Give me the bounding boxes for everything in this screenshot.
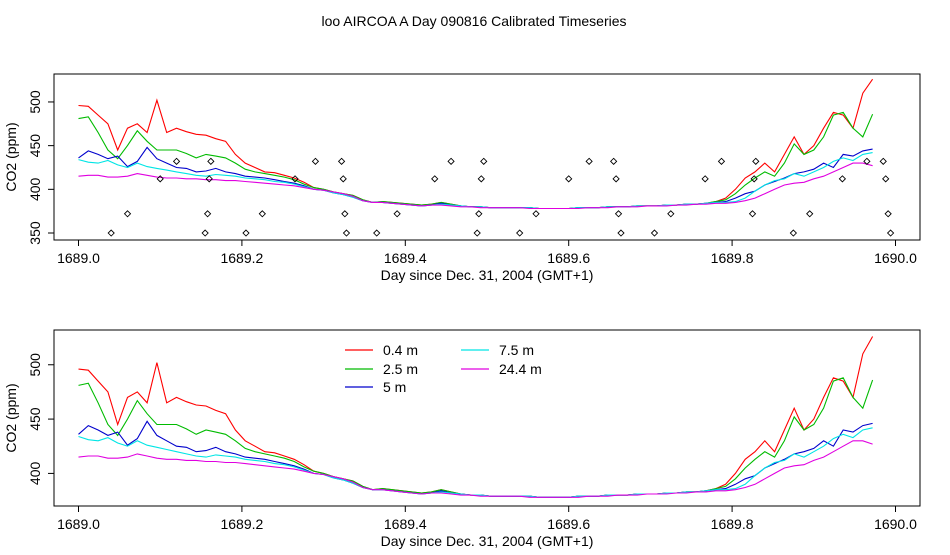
scatter-point <box>207 157 215 166</box>
scatter-point <box>156 175 164 183</box>
scatter-point <box>789 229 798 237</box>
scatter-point <box>475 210 483 218</box>
x-axis-label: Day since Dec. 31, 2004 (GMT+1) <box>381 267 594 283</box>
series-line-5 <box>78 162 873 210</box>
scatter-point <box>884 210 892 218</box>
scatter-point <box>752 157 760 166</box>
scatter-point <box>107 229 115 237</box>
scatter-point <box>447 157 455 166</box>
y-tick-label: 500 <box>27 353 43 377</box>
scatter-point <box>172 157 181 166</box>
x-tick-label: 1689.6 <box>547 516 590 532</box>
y-tick-label: 350 <box>27 221 43 245</box>
scatter-point <box>701 175 709 183</box>
x-tick-label: 1689.0 <box>57 250 100 266</box>
y-axis-label: CO2 (ppm) <box>3 122 19 191</box>
scatter-point <box>201 229 209 237</box>
x-tick-label: 1689.4 <box>384 516 427 532</box>
series-line-3 <box>78 146 873 210</box>
series-line-2 <box>78 377 874 498</box>
scatter-point <box>565 175 573 183</box>
scatter-point <box>750 175 758 183</box>
x-tick-label: 1689.4 <box>384 250 427 266</box>
scatter-point <box>585 157 593 166</box>
scatter-point <box>337 157 346 166</box>
scatter-point <box>516 229 524 237</box>
scatter-point <box>203 210 212 218</box>
scatter-point <box>617 229 625 237</box>
panel-bottom: 1689.0 1689.2 1689.4 1689.6 1689.8 1690.0 Day … <box>3 329 921 549</box>
y-tick-label: 400 <box>27 462 43 486</box>
scatter-point <box>532 210 540 218</box>
series-line-1 <box>78 336 874 498</box>
scatter-point <box>477 175 485 183</box>
scatter-point <box>473 229 481 237</box>
x-tick-label: 1690.0 <box>874 516 917 532</box>
scatter-point <box>339 175 347 183</box>
series-line-5 <box>78 440 873 498</box>
legend-label: 24.4 m <box>499 361 542 377</box>
scatter-point <box>431 175 439 183</box>
legend-label: 2.5 m <box>383 361 418 377</box>
scatter-point <box>838 175 847 183</box>
scatter-point <box>123 210 132 218</box>
panel-top: 1689.0 1689.2 1689.4 1689.6 1689.8 1690.0 Day … <box>3 73 921 283</box>
scatter-point <box>373 229 381 237</box>
scatter-point <box>311 157 320 166</box>
legend-label: 7.5 m <box>499 342 534 358</box>
series-line-3 <box>78 420 873 498</box>
y-tick-label: 500 <box>27 90 43 114</box>
legend-label: 0.4 m <box>383 342 418 358</box>
figure-title: loo AIRCOA A Day 090816 Calibrated Times… <box>321 13 626 29</box>
scatter-point <box>393 210 401 218</box>
scatter-point <box>879 157 887 166</box>
x-tick-label: 1689.6 <box>547 250 590 266</box>
scatter-point <box>886 229 895 237</box>
scatter-point <box>748 210 757 218</box>
plot-area <box>78 78 895 237</box>
scatter-point <box>614 210 623 218</box>
scatter-point <box>882 175 890 183</box>
plot-area <box>78 336 874 498</box>
scatter-point <box>806 210 814 218</box>
scatter-point <box>650 229 659 237</box>
scatter-point <box>341 210 349 218</box>
scatter-point <box>205 175 213 183</box>
scatter-point <box>291 175 299 183</box>
plot-frame <box>53 73 921 241</box>
scatter-point <box>480 157 488 166</box>
x-tick-label: 1689.0 <box>57 516 100 532</box>
series-line-4 <box>78 427 873 498</box>
y-tick-label: 450 <box>27 134 43 158</box>
x-tick-label: 1689.2 <box>220 250 263 266</box>
y-tick-label: 450 <box>27 407 43 431</box>
plot-frame <box>53 329 921 507</box>
y-tick-label: 400 <box>27 177 43 201</box>
legend: 0.4 m 2.5 m 5 m 7.5 m 24.4 m <box>345 342 542 395</box>
scatter-point <box>667 210 675 218</box>
scatter-point <box>609 157 618 166</box>
scatter-point <box>717 157 726 166</box>
scatter-point <box>258 210 266 218</box>
x-tick-label: 1689.2 <box>220 516 263 532</box>
scatter-point <box>242 229 250 237</box>
scatter-point <box>863 157 871 166</box>
scatter-point <box>612 175 620 183</box>
x-axis-label: Day since Dec. 31, 2004 (GMT+1) <box>381 533 594 549</box>
x-tick-label: 1689.8 <box>711 516 754 532</box>
x-tick-label: 1690.0 <box>874 250 917 266</box>
scatter-point <box>342 229 351 237</box>
series-line-1 <box>78 78 874 210</box>
legend-label: 5 m <box>383 379 406 395</box>
y-axis-label: CO2 (ppm) <box>3 383 19 452</box>
x-tick-label: 1689.8 <box>711 250 754 266</box>
